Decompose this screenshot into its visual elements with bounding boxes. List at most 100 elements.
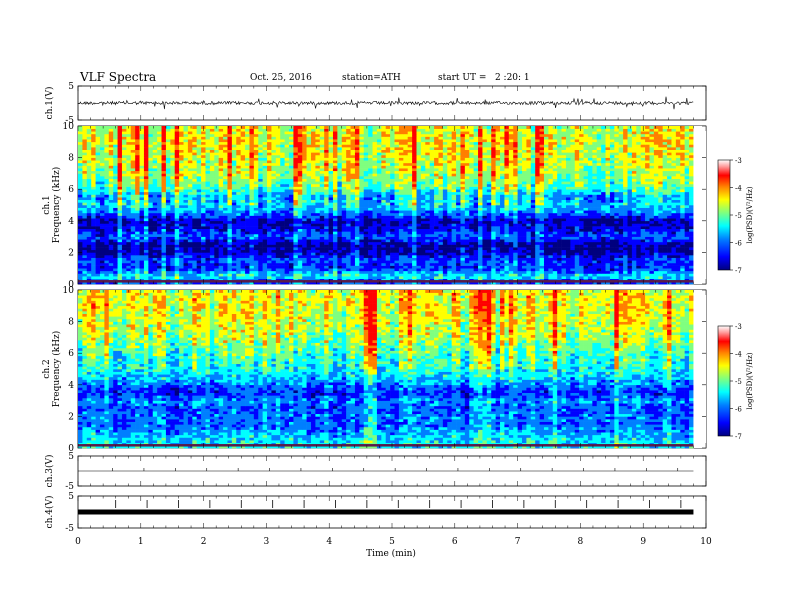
spectrogram-cell	[662, 202, 668, 206]
spectrogram-cell	[148, 241, 154, 245]
spectrogram-cell	[596, 205, 602, 208]
spectrogram-cell	[425, 189, 430, 193]
spectrogram-cell	[631, 202, 637, 206]
spectrogram-cell	[618, 273, 624, 277]
spectrogram-cell	[196, 207, 202, 211]
spectrogram-cell	[609, 257, 615, 261]
spectrogram-cell	[284, 199, 290, 203]
spectrogram-cell	[601, 244, 606, 248]
spectrogram-cell	[170, 262, 176, 266]
spectrogram-cell	[416, 207, 422, 211]
spectrogram-cell	[631, 244, 637, 248]
spectrogram-cell	[464, 228, 470, 232]
spectrogram-cell	[249, 241, 255, 245]
spectrogram-cell	[187, 255, 193, 258]
spectrogram-cell	[403, 257, 408, 261]
spectrogram-cell	[522, 268, 527, 272]
spectrogram-cell	[143, 257, 149, 261]
spectrogram-cell	[658, 199, 663, 203]
spectrogram-cell	[675, 265, 681, 269]
spectrogram-cell	[104, 265, 110, 269]
spectrogram-cell	[407, 241, 413, 245]
spectrogram-cell	[275, 273, 281, 277]
spectrogram-cell	[258, 236, 263, 240]
spectrogram-cell	[407, 212, 413, 216]
spectrogram-cell	[223, 199, 228, 203]
spectrogram-cell	[192, 223, 197, 227]
spectrogram-cell	[324, 268, 329, 272]
spectrogram-cell	[223, 252, 228, 256]
spectrogram-cell	[473, 262, 479, 266]
spectrogram-cell	[350, 265, 356, 269]
spectrogram-cell	[456, 252, 461, 256]
spectrogram-cell	[310, 244, 316, 248]
spectrogram-cell	[640, 233, 646, 237]
spectrogram-cell	[341, 199, 347, 203]
spectrogram-cell	[174, 257, 180, 261]
spectrogram-cell	[675, 268, 681, 272]
spectrogram-cell	[205, 223, 211, 227]
spectrogram-cell	[565, 228, 571, 232]
spectrogram-cell	[179, 247, 184, 251]
spectrogram-cell	[209, 202, 215, 206]
spectrogram-cell	[675, 281, 681, 285]
spectrogram-cell	[447, 281, 452, 285]
spectrogram-cell	[517, 239, 523, 243]
spectrogram-cell	[117, 199, 123, 203]
spectrogram-cell	[574, 191, 580, 195]
spectrogram-cell	[570, 257, 576, 261]
spectrogram-cell	[429, 226, 435, 229]
spectrogram-cell	[363, 281, 369, 285]
spectrogram-cell	[460, 273, 466, 277]
spectrogram-cell	[407, 236, 413, 240]
spectrogram-cell	[359, 207, 365, 211]
spectrogram-cell	[385, 226, 391, 229]
spectrogram-cell	[143, 268, 149, 272]
spectrogram-cell	[253, 197, 259, 201]
spectrogram-cell	[99, 189, 105, 193]
spectrogram-cell	[368, 226, 373, 229]
spectrogram-cell	[315, 194, 321, 198]
spectrogram-cell	[157, 202, 162, 206]
spectrogram-cell	[201, 191, 206, 195]
spectrogram-cell	[231, 273, 237, 277]
spectrogram-cell	[667, 255, 672, 258]
spectrogram-cell	[341, 220, 347, 224]
spectrogram-cell	[227, 244, 233, 248]
spectrogram-cell	[649, 191, 655, 195]
spectrogram-cell	[570, 270, 576, 274]
spectrogram-cell	[504, 255, 510, 258]
spectrogram-cell	[262, 207, 268, 211]
spectrogram-cell	[376, 210, 382, 214]
spectrogram-cell	[557, 202, 562, 206]
spectrogram-cell	[332, 220, 338, 224]
spectrogram-cell	[614, 228, 620, 232]
spectrogram-cell	[464, 244, 470, 248]
spectrogram-cell	[522, 197, 527, 201]
spectrogram-cell	[310, 241, 316, 245]
spectrogram-cell	[574, 265, 580, 269]
spectrogram-cell	[508, 239, 514, 243]
spectrogram-cell	[587, 202, 593, 206]
spectrogram-cell	[460, 207, 466, 211]
spectrogram-cell	[636, 197, 641, 201]
spectrogram-cell	[535, 276, 540, 280]
spectrogram-cell	[218, 226, 224, 229]
spectrogram-cell	[645, 205, 650, 208]
spectrogram-cell	[543, 207, 549, 211]
spectrogram-cell	[192, 247, 197, 251]
spectrogram-cell	[403, 247, 408, 251]
spectrogram-cell	[631, 228, 637, 232]
spectrogram-cell	[561, 236, 567, 240]
spectrogram-cell	[223, 207, 228, 211]
spectrogram-cell	[482, 207, 488, 211]
spectrogram-cell	[570, 231, 576, 235]
spectrogram-cell	[350, 236, 356, 240]
spectrogram-cell	[385, 265, 391, 269]
spectrogram-cell	[293, 189, 299, 193]
spectrogram-cell	[618, 252, 624, 256]
spectrogram-cell	[543, 262, 549, 266]
spectrogram-cell	[240, 197, 246, 201]
spectrogram-cell	[284, 191, 290, 195]
spectrogram-cell	[319, 212, 325, 216]
